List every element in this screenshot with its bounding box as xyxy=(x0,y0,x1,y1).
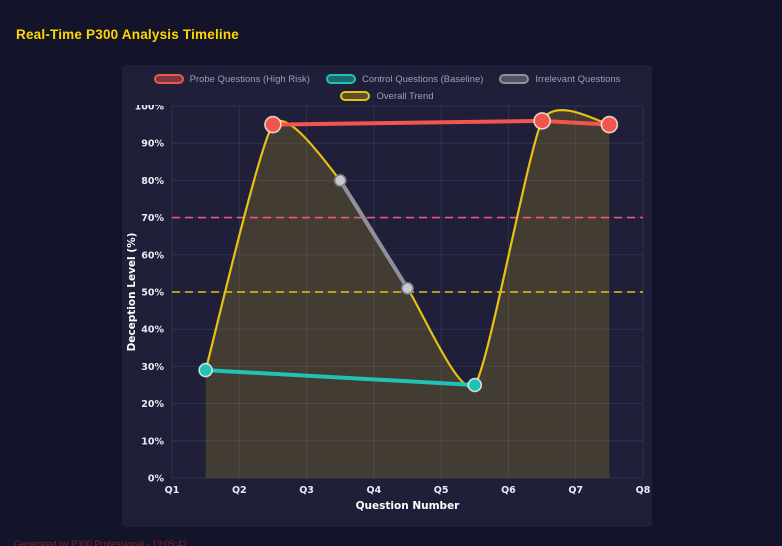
x-tick-label: Q5 xyxy=(434,485,449,496)
chart-panel: Probe Questions (High Risk) Control Quest… xyxy=(122,65,652,527)
legend-item-irrelevant[interactable]: Irrelevant Questions xyxy=(499,74,620,85)
series-line-irrelevant xyxy=(338,178,410,291)
footer-note: Generated by P300 Professional - 19:05:4… xyxy=(14,539,188,546)
y-tick-label: 20% xyxy=(141,399,164,410)
x-tick-label: Q8 xyxy=(636,485,651,496)
legend-item-probe[interactable]: Probe Questions (High Risk) xyxy=(153,73,310,85)
data-point-probe xyxy=(264,115,282,134)
page-title: Real-Time P300 Analysis Timeline xyxy=(16,27,240,42)
data-point-probe xyxy=(600,115,619,134)
y-tick-label: 70% xyxy=(141,213,164,224)
y-tick-label: 10% xyxy=(141,436,164,447)
y-tick-label: 100% xyxy=(135,105,165,113)
data-point-irrelevant xyxy=(401,282,414,295)
legend-row-top: Probe Questions (High Risk) Control Quest… xyxy=(153,72,620,86)
x-tick-label: Q7 xyxy=(568,485,583,496)
data-point-irrelevant xyxy=(333,174,347,187)
legend-swatch-icon xyxy=(153,74,184,84)
y-tick-label: 60% xyxy=(141,250,164,261)
x-tick-label: Q1 xyxy=(165,485,180,496)
legend-row-bottom: Overall Trend xyxy=(340,89,434,103)
y-tick-label: 50% xyxy=(141,288,164,299)
legend-label: Control Questions (Baseline) xyxy=(361,73,484,85)
data-point-control xyxy=(198,362,213,378)
legend-item-overall[interactable]: Overall Trend xyxy=(340,90,434,102)
chart-legend: Probe Questions (High Risk) Control Quest… xyxy=(122,72,652,103)
x-tick-label: Q4 xyxy=(367,485,382,496)
x-tick-label: Q3 xyxy=(299,485,314,496)
y-tick-label: 30% xyxy=(141,362,164,373)
y-axis-title: Deception Level (%) xyxy=(126,233,138,352)
legend-swatch-icon xyxy=(325,74,356,84)
legend-label: Irrelevant Questions xyxy=(535,73,621,85)
legend-swatch-icon xyxy=(340,91,371,101)
legend-label: Probe Questions (High Risk) xyxy=(189,73,310,85)
series-line-control xyxy=(203,368,477,387)
x-tick-label: Q2 xyxy=(232,485,247,496)
data-point-probe xyxy=(533,112,551,130)
chart-canvas: Deception Level (%) Question Number 0% 10… xyxy=(126,105,651,512)
legend-swatch-icon xyxy=(499,74,530,84)
legend-item-control[interactable]: Control Questions (Baseline) xyxy=(325,73,484,85)
y-tick-label: 40% xyxy=(141,325,164,336)
x-axis-title: Question Number xyxy=(356,500,461,512)
data-point-control xyxy=(467,377,483,393)
y-tick-label: 80% xyxy=(141,176,164,187)
x-tick-label: Q6 xyxy=(501,485,516,496)
y-tick-label: 90% xyxy=(141,139,164,150)
legend-label: Overall Trend xyxy=(376,90,434,102)
y-tick-label: 0% xyxy=(148,474,165,485)
